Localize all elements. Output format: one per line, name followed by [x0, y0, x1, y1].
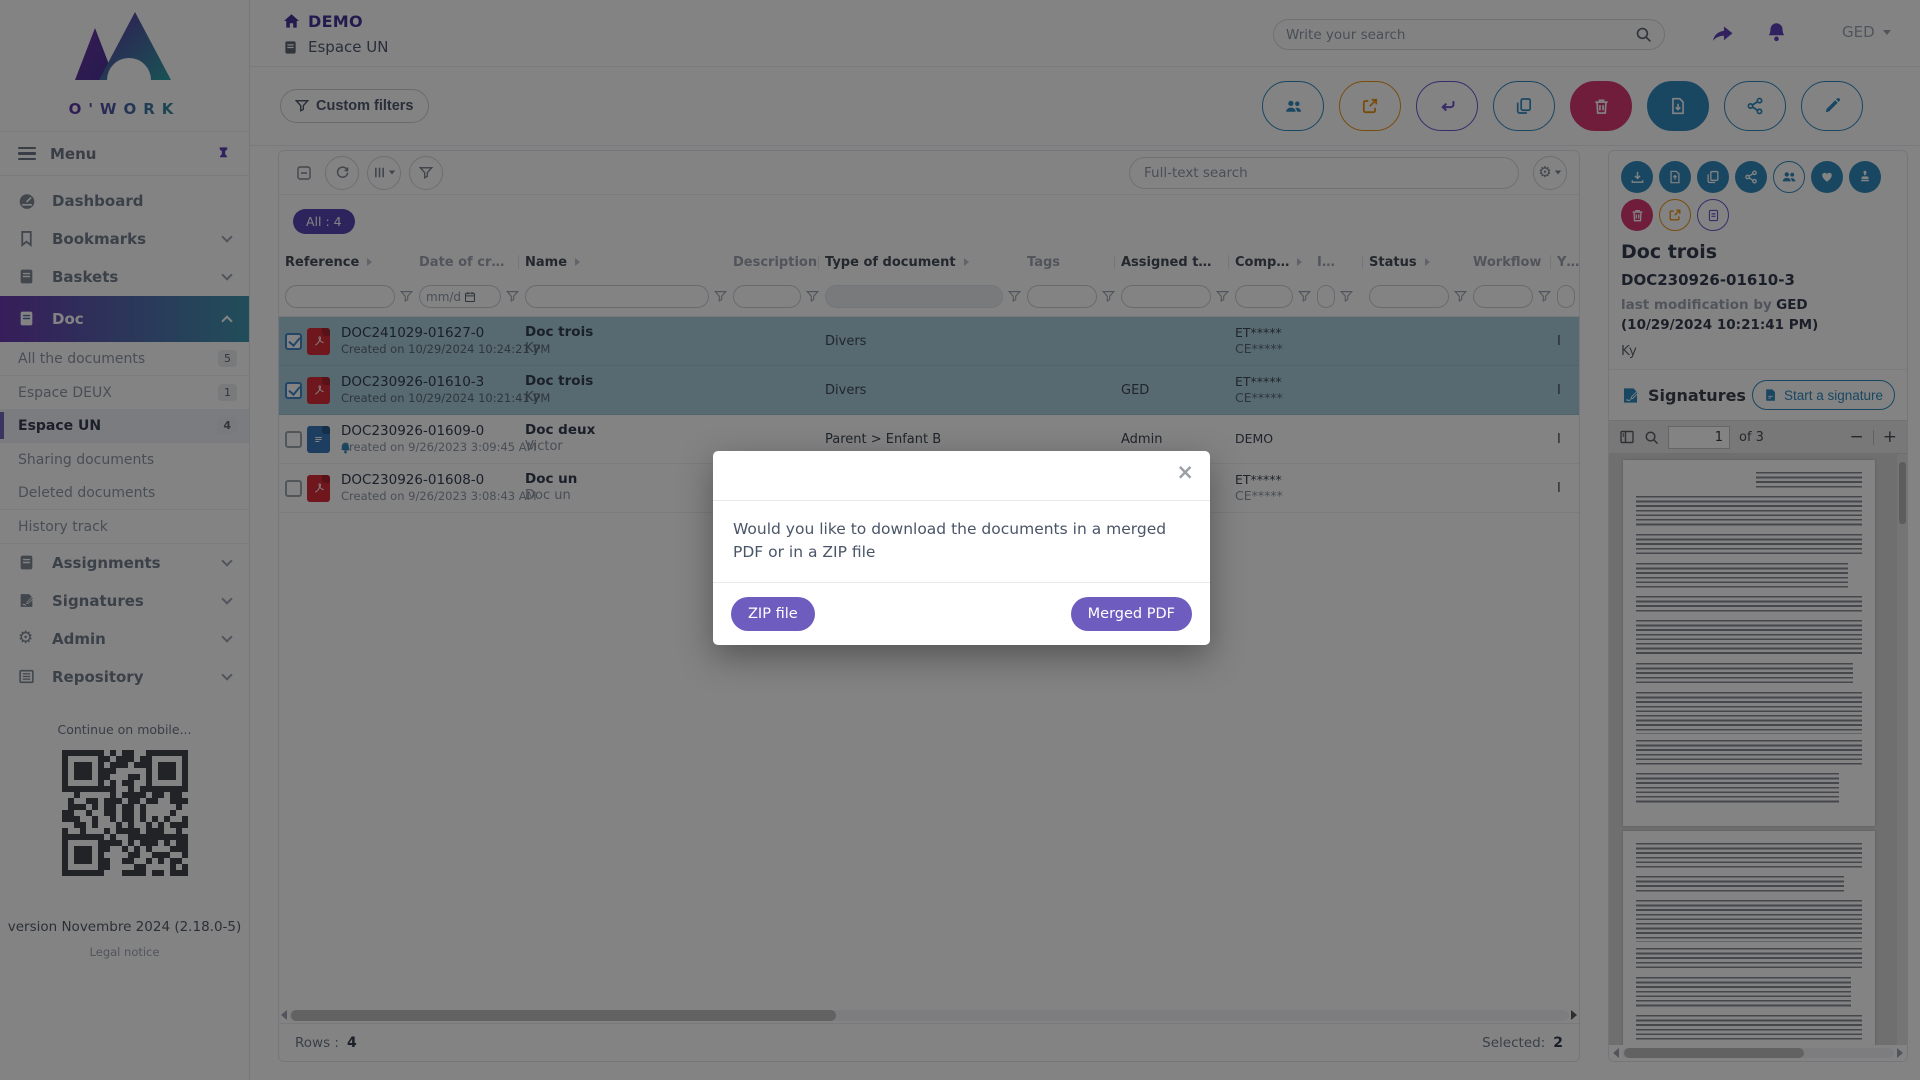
download-modal: × Would you like to download the documen…	[713, 451, 1210, 645]
zip-file-button[interactable]: ZIP file	[731, 596, 815, 631]
close-icon[interactable]: ×	[1176, 460, 1194, 484]
modal-message: Would you like to download the documents…	[733, 520, 1167, 562]
modal-header: ×	[713, 451, 1210, 501]
modal-footer: ZIP file Merged PDF	[713, 581, 1210, 645]
merged-pdf-button[interactable]: Merged PDF	[1070, 596, 1192, 631]
